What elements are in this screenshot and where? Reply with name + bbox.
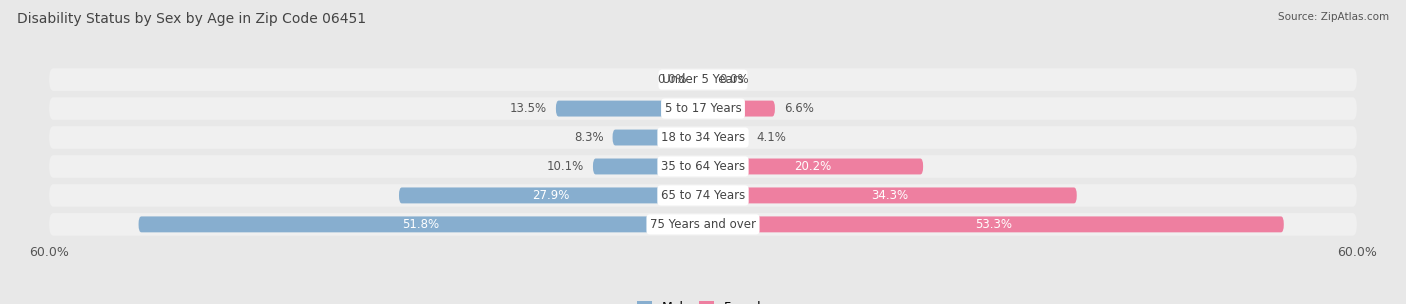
Text: 27.9%: 27.9% [533,189,569,202]
FancyBboxPatch shape [49,213,1357,236]
Text: 10.1%: 10.1% [547,160,585,173]
FancyBboxPatch shape [49,126,1357,149]
FancyBboxPatch shape [593,158,703,174]
FancyBboxPatch shape [49,97,1357,120]
Text: 5 to 17 Years: 5 to 17 Years [665,102,741,115]
FancyBboxPatch shape [555,101,703,116]
FancyBboxPatch shape [399,188,703,203]
FancyBboxPatch shape [703,158,924,174]
Text: 13.5%: 13.5% [510,102,547,115]
Text: 0.0%: 0.0% [657,73,686,86]
Text: 20.2%: 20.2% [794,160,832,173]
Text: 34.3%: 34.3% [872,189,908,202]
FancyBboxPatch shape [49,184,1357,207]
Text: 8.3%: 8.3% [574,131,603,144]
Text: 0.0%: 0.0% [720,73,749,86]
Text: 6.6%: 6.6% [783,102,814,115]
FancyBboxPatch shape [703,130,748,146]
Text: 51.8%: 51.8% [402,218,439,231]
Text: Disability Status by Sex by Age in Zip Code 06451: Disability Status by Sex by Age in Zip C… [17,12,366,26]
Text: 53.3%: 53.3% [974,218,1012,231]
FancyBboxPatch shape [703,101,775,116]
Text: 65 to 74 Years: 65 to 74 Years [661,189,745,202]
Text: Under 5 Years: Under 5 Years [662,73,744,86]
Text: Source: ZipAtlas.com: Source: ZipAtlas.com [1278,12,1389,22]
Text: 75 Years and over: 75 Years and over [650,218,756,231]
FancyBboxPatch shape [49,155,1357,178]
FancyBboxPatch shape [613,130,703,146]
FancyBboxPatch shape [139,216,703,232]
FancyBboxPatch shape [703,216,1284,232]
FancyBboxPatch shape [703,188,1077,203]
Legend: Male, Female: Male, Female [631,296,775,304]
FancyBboxPatch shape [49,68,1357,91]
Text: 35 to 64 Years: 35 to 64 Years [661,160,745,173]
Text: 4.1%: 4.1% [756,131,786,144]
Text: 18 to 34 Years: 18 to 34 Years [661,131,745,144]
